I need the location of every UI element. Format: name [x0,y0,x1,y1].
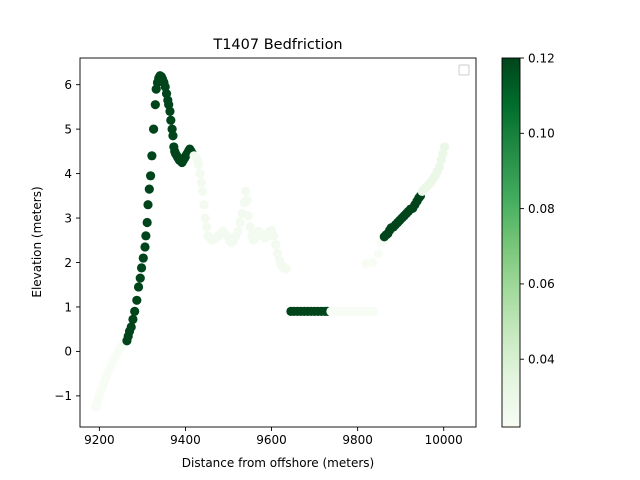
plot-area [79,57,477,428]
data-point [373,249,383,259]
x-tick-label: 9800 [342,433,373,447]
x-tick-label: 9200 [84,433,115,447]
colorbar-tick-label: 0.12 [528,51,555,65]
data-point [136,263,147,273]
data-point [241,186,251,196]
data-point [200,213,210,223]
y-tick-label: 0 [64,345,72,359]
chart-title: T1407 Bedfriction [212,37,342,53]
data-point [165,106,175,116]
data-point [132,295,142,305]
data-point [135,273,145,283]
data-point [147,151,157,161]
x-tick-label: 10000 [425,433,463,447]
plot-border [79,57,477,428]
data-point [233,226,243,236]
legend-box [458,64,470,76]
data-point [194,160,204,170]
data-point [439,142,450,152]
data-point [199,200,209,210]
data-point [133,282,144,292]
data-point [142,217,152,228]
data-point [243,211,253,221]
data-point [201,222,212,232]
y-tick-label: 2 [64,256,72,270]
y-tick-label: 6 [64,78,72,92]
data-point [130,306,140,317]
data-point [198,186,208,196]
data-point [235,217,245,228]
data-point [195,168,205,179]
colorbar-gradient [501,57,521,428]
data-point [168,131,178,141]
data-point [144,184,154,194]
data-point [166,115,176,125]
data-point [126,322,136,332]
y-tick-label: 1 [64,300,72,314]
data-point [242,195,252,205]
x-axis: 9200 9400 9600 9800 10000 [84,427,463,447]
data-point [140,242,150,252]
data-point [138,253,148,263]
colorbar: 0.04 0.06 0.08 0.10 0.12 [501,51,555,428]
y-tick-label: −1 [54,389,72,403]
data-point [271,240,281,250]
colorbar-tick-label: 0.08 [528,202,555,216]
data-point [143,200,153,210]
data-point [196,177,206,188]
data-point [149,124,159,134]
y-tick-label: 5 [64,122,72,136]
x-tick-label: 9400 [170,433,201,447]
data-point [128,314,138,325]
y-axis: −1 0 1 2 3 4 5 6 [54,78,80,403]
x-tick-label: 9600 [256,433,287,447]
scatter-points [91,71,450,412]
data-point [369,306,379,317]
y-tick-label: 3 [64,211,72,225]
data-point [167,124,177,134]
data-point [245,222,255,232]
colorbar-tick-label: 0.06 [528,277,555,291]
colorbar-ticks: 0.04 0.06 0.08 0.10 0.12 [520,51,555,367]
y-axis-label: Elevation (meters) [30,186,44,297]
data-point [141,231,151,241]
data-point [150,100,160,110]
colorbar-tick-label: 0.04 [528,353,555,367]
data-point [368,257,378,268]
x-axis-label: Distance from offshore (meters) [182,456,374,470]
data-point [281,264,291,274]
colorbar-tick-label: 0.10 [528,127,555,141]
data-point [269,231,279,241]
data-point [145,171,156,181]
y-tick-label: 4 [64,167,72,181]
